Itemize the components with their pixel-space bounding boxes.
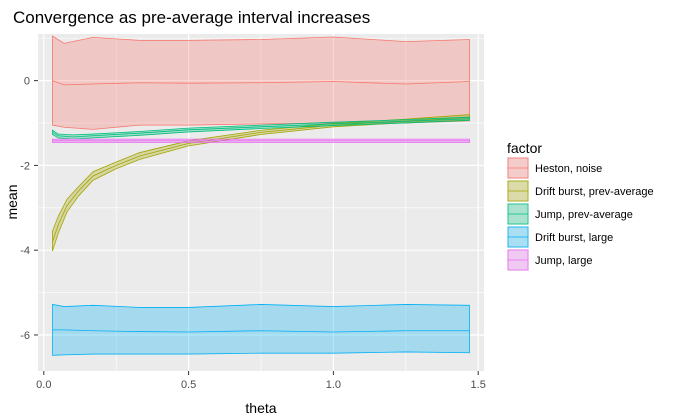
series-0 — [52, 35, 470, 130]
grid-lines — [38, 34, 484, 371]
legend-item: Drift burst, large — [507, 226, 613, 248]
series-4 — [52, 138, 470, 143]
mean-line — [52, 329, 470, 333]
x-axis-title: theta — [245, 400, 276, 416]
ribbon-band — [52, 303, 470, 356]
y-tick-label: -6 — [20, 330, 30, 342]
legend-label: Heston, noise — [535, 163, 602, 175]
x-tick-label: 0.5 — [181, 379, 196, 391]
legend-label: Jump, prev-average — [535, 209, 633, 221]
legend-item: Heston, noise — [507, 157, 602, 179]
x-tick-label: 1.5 — [471, 379, 486, 391]
legend-title: factor — [507, 140, 542, 156]
y-axis-title: mean — [4, 184, 20, 219]
x-tick-label: 0.0 — [36, 379, 51, 391]
x-axis: 0.0 0.5 1.0 1.5 — [36, 371, 486, 391]
mean-line — [52, 118, 470, 138]
y-tick-label: -2 — [20, 160, 30, 172]
legend-label: Drift burst, prev-average — [535, 186, 654, 198]
legend: factor Heston, noise Drift burst, prev-av… — [507, 140, 654, 271]
chart-title: Convergence as pre-average interval incr… — [13, 8, 370, 27]
legend-label: Jump, large — [535, 255, 592, 267]
y-tick-label: -4 — [20, 245, 30, 257]
legend-item: Drift burst, prev-average — [507, 180, 654, 202]
series-layer — [52, 35, 470, 356]
legend-item: Jump, large — [507, 249, 592, 271]
y-axis: -6 -4 -2 0 — [20, 76, 38, 342]
mean-line — [52, 80, 470, 86]
legend-item: Jump, prev-average — [507, 203, 633, 225]
series-3 — [52, 303, 470, 356]
mean-line — [52, 117, 470, 242]
x-tick-label: 1.0 — [326, 379, 341, 391]
legend-label: Drift burst, large — [535, 232, 613, 244]
y-tick-label: 0 — [24, 76, 30, 88]
series-2 — [52, 116, 470, 140]
